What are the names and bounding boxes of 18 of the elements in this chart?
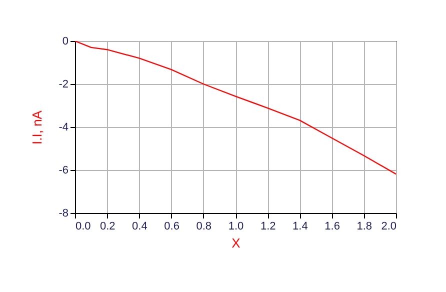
- x-axis-title: X: [232, 236, 241, 250]
- x-tick-label: 0.4: [132, 220, 148, 232]
- x-tick-label: 1.2: [260, 220, 276, 232]
- x-tick-label: 1.6: [324, 220, 340, 232]
- y-tick-label: -8: [58, 208, 68, 220]
- x-tick-label: 0.8: [196, 220, 212, 232]
- x-tick-label: 2.0: [381, 220, 396, 232]
- x-tick-label: 1.0: [228, 220, 244, 232]
- y-tick-label: -4: [58, 122, 68, 134]
- y-tick-label: -2: [58, 78, 68, 90]
- y-tick-label: -6: [58, 164, 68, 176]
- x-tick-label: 0.0: [76, 220, 91, 232]
- x-tick-label: 1.8: [356, 220, 372, 232]
- y-tick-label: 0: [62, 36, 68, 48]
- x-tick-label: 0.2: [100, 220, 116, 232]
- x-tick-label: 1.4: [292, 220, 308, 232]
- x-tick-label: 0.6: [164, 220, 180, 232]
- y-axis-title: I.I, nA: [30, 110, 45, 144]
